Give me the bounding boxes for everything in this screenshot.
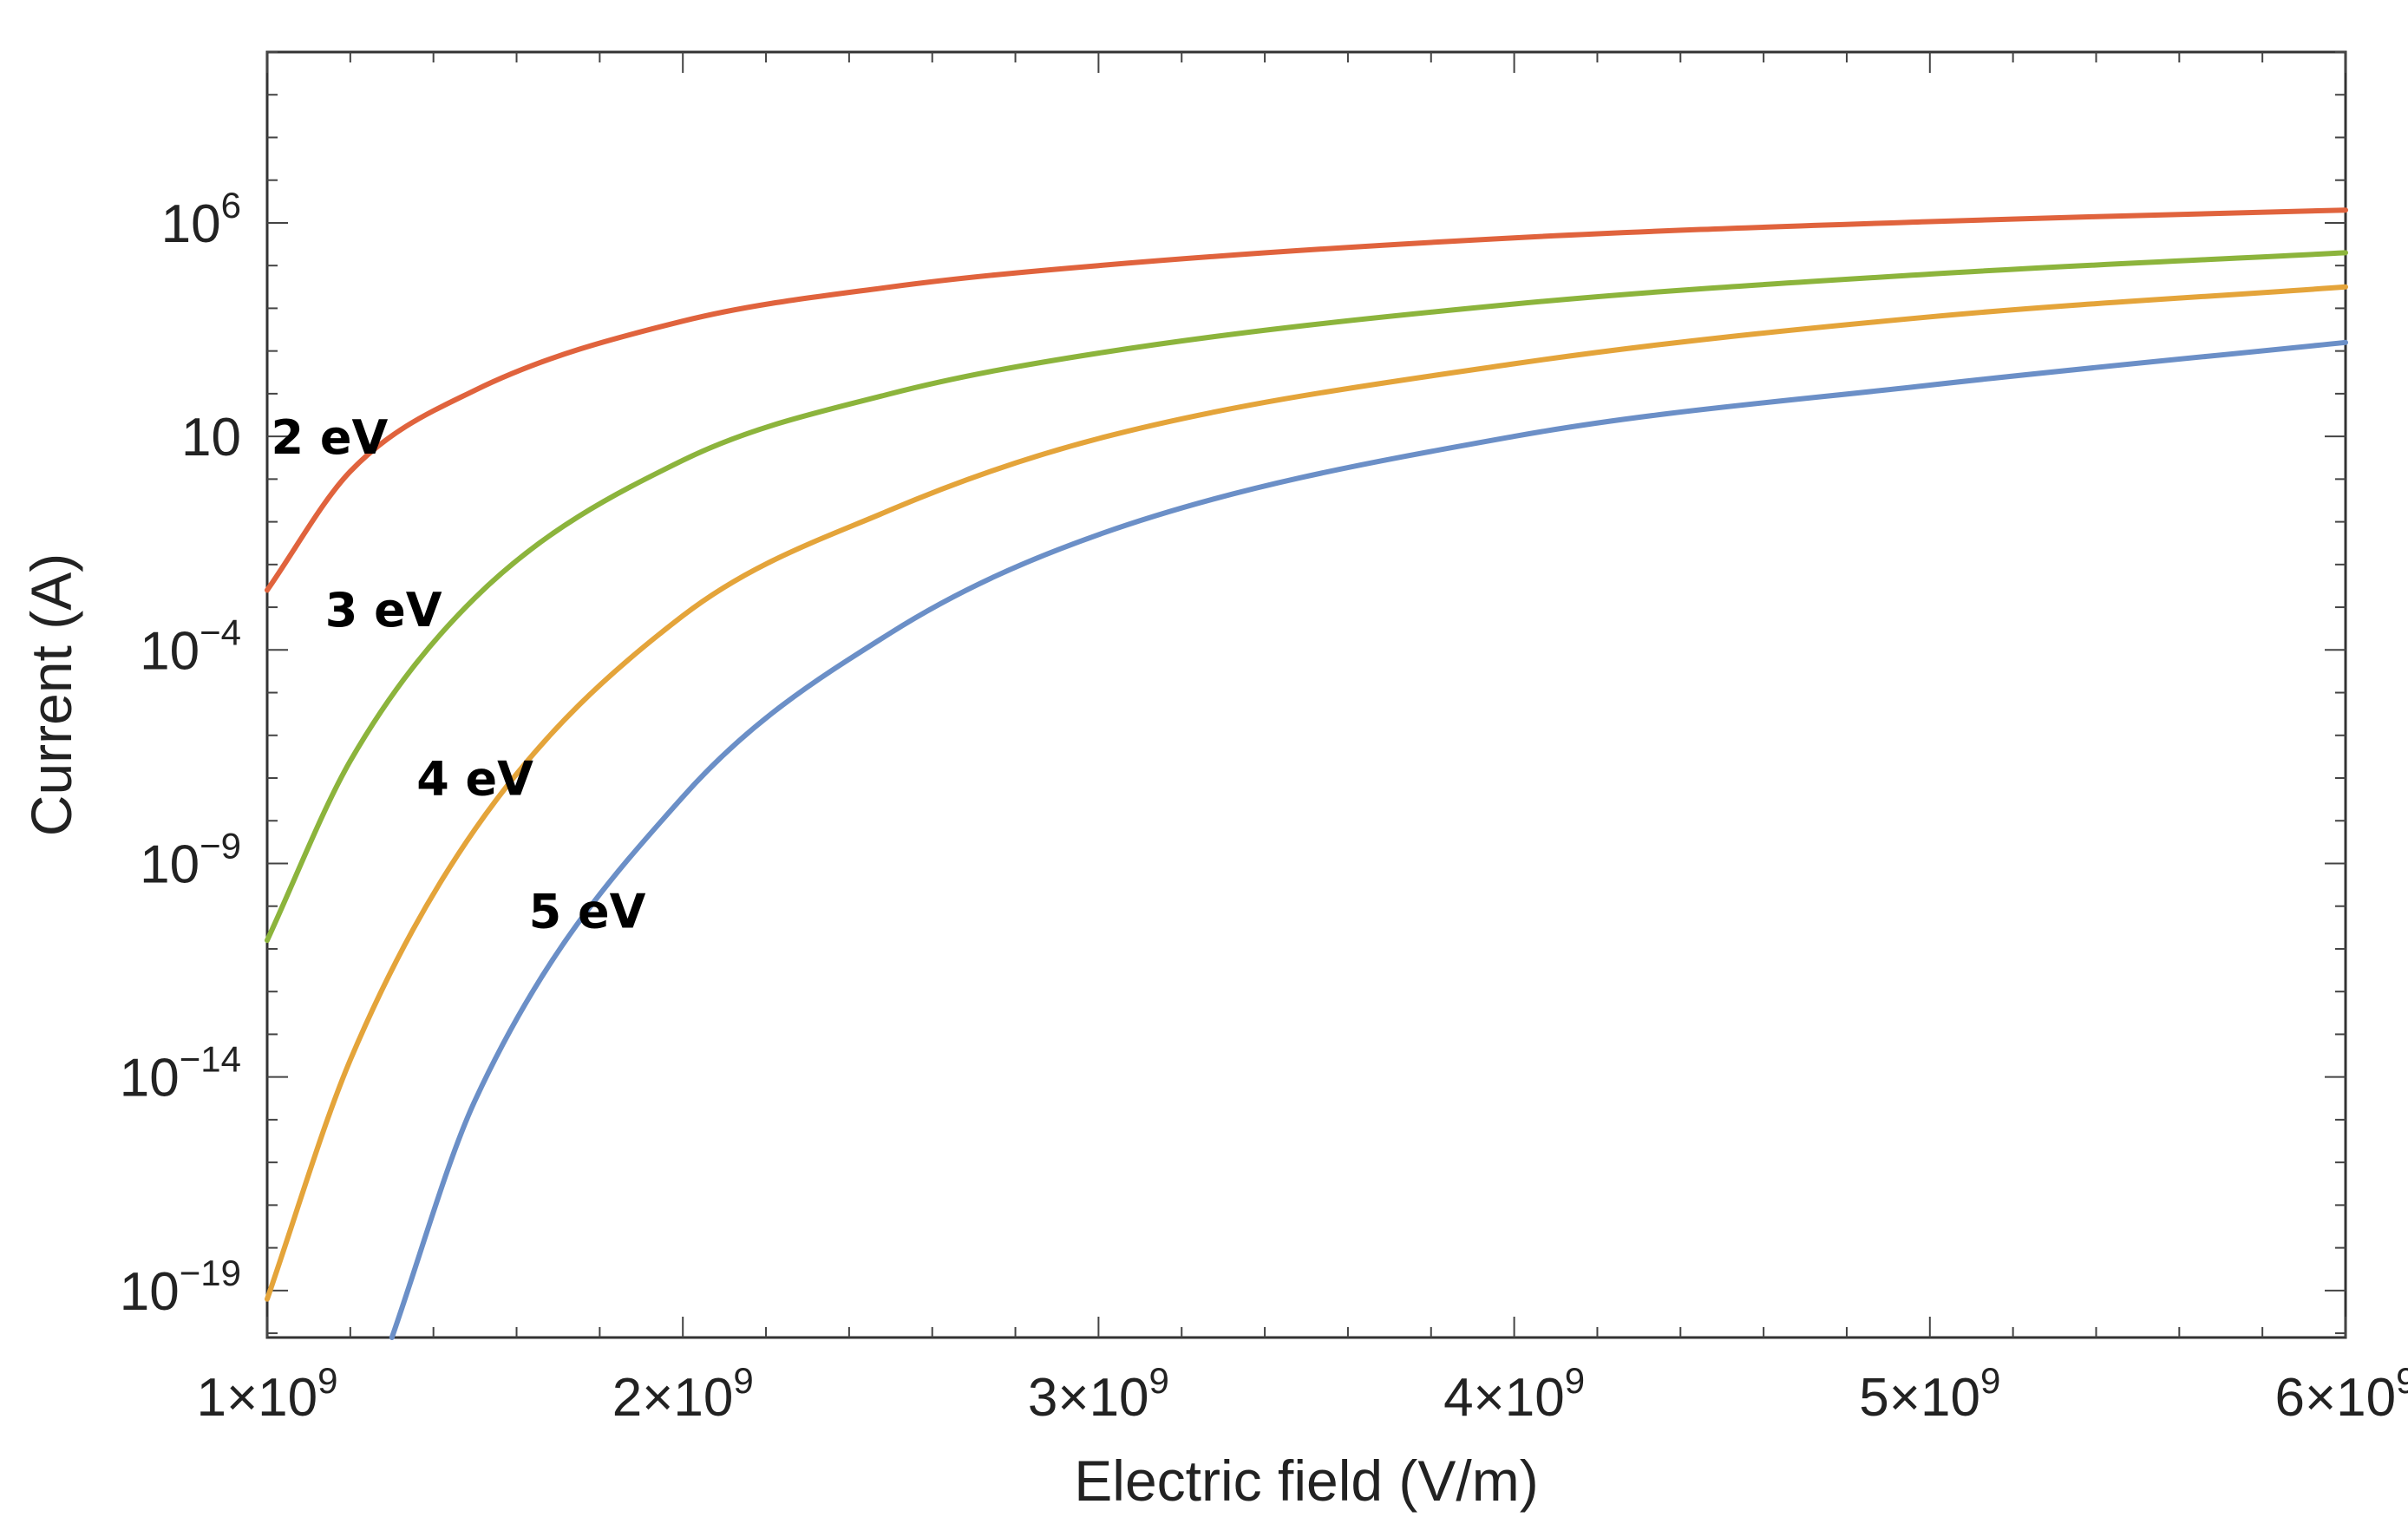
y-tick-label: 106 <box>161 185 241 254</box>
x-tick-label: 2×109 <box>612 1360 754 1428</box>
x-axis-title: Electric field (V/m) <box>1074 1449 1538 1513</box>
x-tick-label: 6×109 <box>2274 1360 2408 1428</box>
y-tick-label: 10−4 <box>140 612 241 681</box>
tick-labels: 1×109 2×109 3×109 4×109 5×109 6×109 106 10 10−4 1… <box>120 185 2408 1428</box>
series-line-4ev <box>265 284 2348 1302</box>
series-label-2ev: 2 eV <box>271 410 388 465</box>
y-tick-label: 10−19 <box>120 1252 241 1322</box>
y-axis-title: Current (A) <box>19 553 83 836</box>
y-tick-label: 10 <box>181 408 241 468</box>
plot-frame <box>265 50 2347 1339</box>
series-label-5ev: 5 eV <box>529 884 646 939</box>
x-tick-label: 1×109 <box>196 1360 337 1428</box>
axis-ticks <box>266 51 2346 1338</box>
x-tick-label: 4×109 <box>1443 1360 1585 1428</box>
y-tick-label: 10−14 <box>120 1039 241 1109</box>
series-label-3ev: 3 eV <box>325 583 442 638</box>
series-line-2ev <box>265 207 2348 593</box>
series-line-3ev <box>265 250 2348 944</box>
series-label-4ev: 4 eV <box>416 752 533 807</box>
y-tick-label: 10−9 <box>140 825 241 894</box>
x-tick-label: 5×109 <box>1859 1360 2000 1428</box>
series-line-5ev <box>389 339 2348 1340</box>
x-tick-label: 3×109 <box>1028 1360 1169 1428</box>
series-lines <box>265 207 2348 1340</box>
series-labels: 2 eV 3 eV 4 eV 5 eV <box>271 410 645 939</box>
